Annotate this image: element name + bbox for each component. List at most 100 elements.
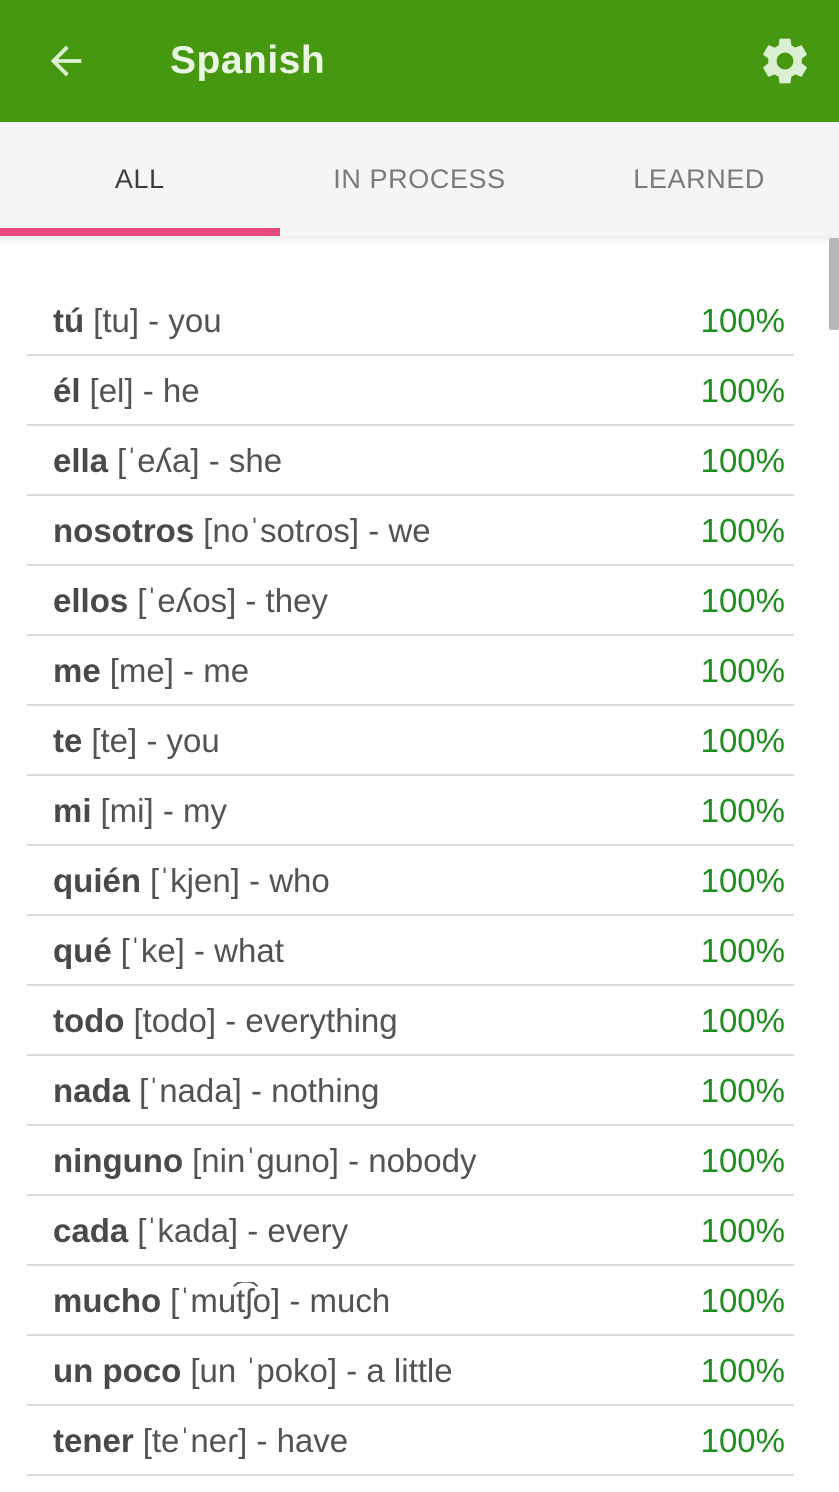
row-divider bbox=[27, 634, 794, 636]
row-divider bbox=[27, 1124, 794, 1126]
word: tener bbox=[53, 1422, 134, 1459]
row-divider bbox=[27, 1404, 794, 1406]
row-divider bbox=[27, 1054, 794, 1056]
settings-button[interactable] bbox=[757, 33, 813, 89]
word-details: [ˈeʎa] - she bbox=[117, 442, 283, 479]
word-row[interactable]: un poco [un ˈpoko] - a little 100% bbox=[0, 1336, 839, 1406]
word-row[interactable]: nada [ˈnada] - nothing 100% bbox=[0, 1056, 839, 1126]
word: tú bbox=[53, 302, 85, 339]
word-row[interactable]: todo [todo] - everything 100% bbox=[0, 986, 839, 1056]
word-row[interactable]: nosotros [noˈsotɾos] - we 100% bbox=[0, 496, 839, 566]
word-row[interactable]: tener [teˈneɾ] - have 100% bbox=[0, 1406, 839, 1476]
word: un poco bbox=[53, 1352, 182, 1389]
tab-learned[interactable]: LEARNED bbox=[559, 122, 839, 236]
row-divider bbox=[27, 564, 794, 566]
word-row[interactable]: él [el] - he 100% bbox=[0, 356, 839, 426]
word-text: nada [ˈnada] - nothing bbox=[53, 1072, 379, 1110]
progress-percent: 100% bbox=[700, 1352, 785, 1389]
row-divider bbox=[27, 354, 794, 356]
word-details: [el] - he bbox=[89, 372, 200, 409]
row-divider bbox=[27, 1334, 794, 1336]
back-button[interactable] bbox=[38, 33, 94, 89]
word-text: mi [mi] - my bbox=[53, 792, 227, 830]
progress-percent: 100% bbox=[700, 512, 785, 549]
progress-percent: 100% bbox=[700, 652, 785, 689]
word: qué bbox=[53, 932, 112, 969]
word-text: cada [ˈkada] - every bbox=[53, 1212, 348, 1250]
word: ella bbox=[53, 442, 109, 479]
progress-percent: 100% bbox=[700, 1212, 785, 1249]
tab-all[interactable]: ALL bbox=[0, 122, 280, 236]
word: me bbox=[53, 652, 101, 689]
scrollbar-thumb[interactable] bbox=[829, 238, 839, 330]
word-details: [ˈke] - what bbox=[120, 932, 284, 969]
word-text: ella [ˈeʎa] - she bbox=[53, 442, 282, 480]
row-divider bbox=[27, 844, 794, 846]
word-details: [noˈsotɾos] - we bbox=[203, 512, 431, 549]
row-divider bbox=[27, 424, 794, 426]
word-text: tú [tu] - you bbox=[53, 302, 222, 340]
word-text: un poco [un ˈpoko] - a little bbox=[53, 1352, 453, 1390]
tab-in-process[interactable]: IN PROCESS bbox=[280, 122, 560, 236]
word-row[interactable]: me [me] - me 100% bbox=[0, 636, 839, 706]
progress-percent: 100% bbox=[700, 302, 785, 339]
word-row[interactable]: te [te] - you 100% bbox=[0, 706, 839, 776]
word-row[interactable]: cada [ˈkada] - every 100% bbox=[0, 1196, 839, 1266]
word: mi bbox=[53, 792, 92, 829]
word: ninguno bbox=[53, 1142, 184, 1179]
progress-percent: 100% bbox=[700, 1142, 785, 1179]
word-details: [ˈnada] - nothing bbox=[139, 1072, 380, 1109]
word-text: él [el] - he bbox=[53, 372, 200, 410]
word-row[interactable]: quién [ˈkjen] - who 100% bbox=[0, 846, 839, 916]
word-text: ellos [ˈeʎos] - they bbox=[53, 582, 328, 620]
word: ellos bbox=[53, 582, 129, 619]
progress-percent: 100% bbox=[700, 1072, 785, 1109]
row-divider bbox=[27, 704, 794, 706]
word-details: [tu] - you bbox=[93, 302, 222, 339]
word-row[interactable]: tú [tu] - you 100% bbox=[0, 286, 839, 356]
word-list: tú [tu] - you 100% él [el] - he 100% ella[… bbox=[0, 236, 839, 1476]
word: él bbox=[53, 372, 81, 409]
word: nada bbox=[53, 1072, 131, 1109]
word-row[interactable]: mi [mi] - my 100% bbox=[0, 776, 839, 846]
word-row[interactable]: ellos [ˈeʎos] - they 100% bbox=[0, 566, 839, 636]
word: quién bbox=[53, 862, 141, 899]
word-row[interactable]: ninguno [ninˈguno] - nobody 100% bbox=[0, 1126, 839, 1196]
app-header: Spanish bbox=[0, 0, 839, 122]
progress-percent: 100% bbox=[700, 1002, 785, 1039]
word: nosotros bbox=[53, 512, 195, 549]
word-details: [un ˈpoko] - a little bbox=[190, 1352, 453, 1389]
progress-percent: 100% bbox=[700, 372, 785, 409]
word-text: todo [todo] - everything bbox=[53, 1002, 398, 1040]
tab-in-process-label: IN PROCESS bbox=[333, 163, 506, 194]
word-details: [ˈkada] - every bbox=[137, 1212, 349, 1249]
back-arrow-icon bbox=[50, 45, 82, 77]
word-details: [me] - me bbox=[109, 652, 250, 689]
progress-percent: 100% bbox=[700, 932, 785, 969]
row-divider bbox=[27, 1474, 794, 1476]
gear-icon bbox=[763, 38, 807, 84]
word-text: tener [teˈneɾ] - have bbox=[53, 1422, 348, 1460]
word-details: [todo] - everything bbox=[133, 1002, 398, 1039]
word-details: [ninˈguno] - nobody bbox=[192, 1142, 477, 1179]
tab-all-label: ALL bbox=[114, 163, 165, 194]
word: cada bbox=[53, 1212, 129, 1249]
word-row[interactable]: ella [ˈeʎa] - she 100% bbox=[0, 426, 839, 496]
word-details: [te] - you bbox=[91, 722, 220, 759]
word-text: mucho [ˈmut͡ʃo] - much bbox=[53, 1282, 390, 1320]
progress-percent: 100% bbox=[700, 862, 785, 899]
word-details: [ˈmut͡ʃo] - much bbox=[170, 1282, 391, 1319]
word-row[interactable]: mucho [ˈmut͡ʃo] - much 100% bbox=[0, 1266, 839, 1336]
word-text: ninguno [ninˈguno] - nobody bbox=[53, 1142, 477, 1180]
row-divider bbox=[27, 494, 794, 496]
row-divider bbox=[27, 1194, 794, 1196]
word-details: [teˈneɾ] - have bbox=[142, 1422, 349, 1459]
row-divider bbox=[27, 984, 794, 986]
progress-percent: 100% bbox=[700, 582, 785, 619]
word-details: [mi] - my bbox=[100, 792, 227, 829]
page-title: Spanish bbox=[170, 39, 326, 82]
word-row[interactable]: qué [ˈke] - what 100% bbox=[0, 916, 839, 986]
word-details: [ˈkjen] - who bbox=[150, 862, 330, 899]
tab-bar: ALL IN PROCESS LEARNED bbox=[0, 122, 839, 245]
progress-percent: 100% bbox=[700, 442, 785, 479]
